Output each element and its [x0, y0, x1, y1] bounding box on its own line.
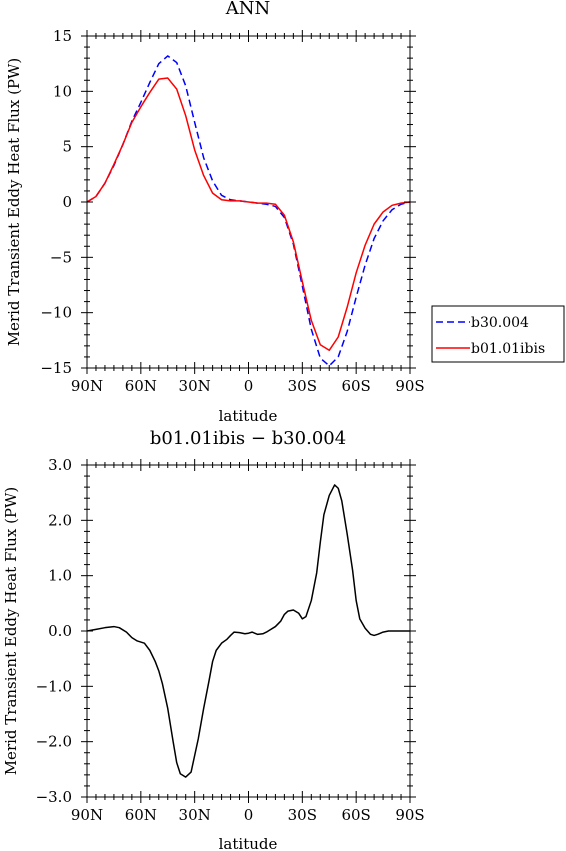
chart1-x-tick-label: 90S: [395, 806, 424, 824]
chart0-x-tick-label: 0: [244, 377, 254, 395]
top-chart-title: ANN: [225, 0, 271, 19]
chart0-x-tick-label: 90N: [71, 377, 103, 395]
chart1-y-tick-label: −3.0: [36, 788, 72, 806]
chart1-x-tick-label: 60N: [125, 806, 157, 824]
chart1-y-tick-label: −2.0: [36, 733, 72, 751]
legend: b30.004 b01.01ibis: [431, 305, 565, 363]
chart0-y-tick-label: 15: [53, 27, 72, 45]
top-panel: ANN 90N 60N 30N 0 30S 60S 90S 15 10 5 0 −5 −10 −15 la…: [5, 0, 565, 425]
chart0-series-b30-004: [86, 55, 411, 367]
chart1-y-tick-label: 3.0: [48, 456, 72, 474]
top-series-group: [86, 55, 411, 367]
chart0-y-tick-label: 10: [53, 82, 72, 100]
bottom-chart-title: b01.01ibis − b30.004: [150, 428, 346, 449]
chart1-y-tick-label: 0.0: [48, 622, 72, 640]
chart0-y-tick-label: 5: [62, 138, 72, 156]
bottom-panel: b01.01ibis − b30.004 90N 60N 30N 0 30S 60S 90S…: [2, 428, 425, 851]
chart1-y-tick-label: 1.0: [48, 567, 72, 585]
legend-label: b30.004: [471, 315, 529, 331]
chart0-y-tick-label: 0: [62, 193, 72, 211]
chart1-x-tick-label: 30N: [179, 806, 211, 824]
legend-box: [431, 305, 565, 363]
bottom-x-axis-label: latitude: [219, 835, 278, 851]
bottom-y-axis-label: Merid Transient Eddy Heat Flux (PW): [2, 487, 20, 776]
chart0-y-tick-label: −5: [50, 248, 72, 266]
chart0-y-tick-label: −10: [40, 304, 72, 322]
chart1-x-tick-label: 60S: [341, 806, 370, 824]
chart1-x-tick-label: 0: [244, 806, 254, 824]
bottom-axis-ticks: 90N 60N 30N 0 30S 60S 90S 3.0 2.0 1.0 0.0 −1.0 −2.0 −…: [36, 456, 425, 824]
bottom-plot-frame: [86, 464, 411, 798]
legend-label: b01.01ibis: [471, 341, 545, 357]
chart0-x-tick-label: 30N: [179, 377, 211, 395]
bottom-series-group: [86, 484, 410, 778]
chart0-x-tick-label: 60S: [341, 377, 370, 395]
chart0-series-b01-01ibis: [86, 77, 411, 352]
chart0-x-tick-label: 60N: [125, 377, 157, 395]
top-x-axis-label: latitude: [219, 407, 278, 425]
chart0-x-tick-label: 90S: [395, 377, 424, 395]
chart0-x-tick-label: 30S: [288, 377, 317, 395]
chart1-x-tick-label: 30S: [288, 806, 317, 824]
chart1-y-tick-label: −1.0: [36, 677, 72, 695]
top-axis-ticks: 90N 60N 30N 0 30S 60S 90S 15 10 5 0 −5 −10 −15: [40, 27, 424, 395]
chart1-y-tick-label: 2.0: [48, 511, 72, 529]
chart0-y-tick-label: −15: [40, 359, 72, 377]
top-y-axis-label: Merid Transient Eddy Heat Flux (PW): [5, 58, 23, 347]
chart1-series-line0: [86, 484, 410, 778]
chart1-x-tick-label: 90N: [71, 806, 103, 824]
